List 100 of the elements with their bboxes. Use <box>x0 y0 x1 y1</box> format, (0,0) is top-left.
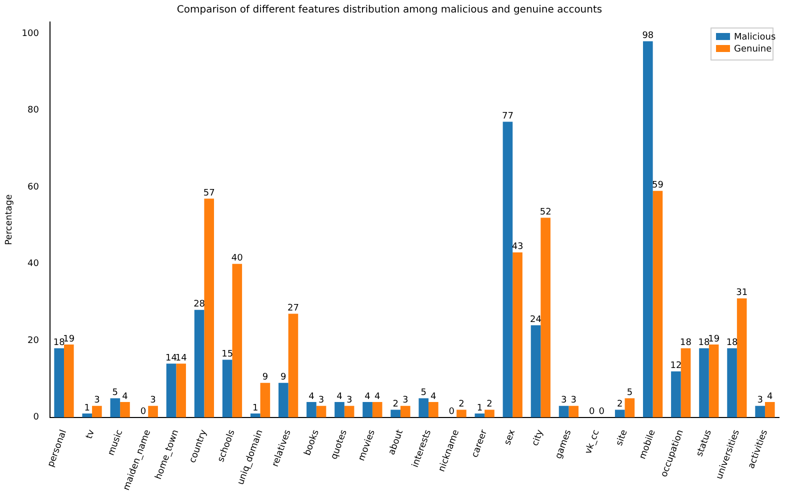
x-tick-label: career <box>470 428 490 460</box>
bar <box>418 398 429 418</box>
data-label: 4 <box>364 392 371 402</box>
data-label: 3 <box>402 396 408 406</box>
data-label: 12 <box>670 361 682 372</box>
y-tick-label: 0 <box>33 412 40 423</box>
x-tick-label: music <box>106 428 126 458</box>
data-label: 31 <box>736 288 748 298</box>
bar <box>614 410 625 418</box>
x-tick-label: games <box>554 428 574 460</box>
data-label: 3 <box>570 396 576 406</box>
x-tick-label: mobile <box>638 428 658 461</box>
x-tick-label: books <box>302 428 322 458</box>
data-label: 1 <box>84 403 90 414</box>
data-label: 3 <box>560 396 567 406</box>
bar <box>306 402 316 418</box>
bar <box>652 190 663 418</box>
bar <box>204 198 214 418</box>
data-label: 3 <box>757 396 763 406</box>
data-label: 19 <box>63 334 75 344</box>
data-label: 9 <box>280 372 287 383</box>
data-label: 0 <box>448 407 455 418</box>
data-label: 0 <box>598 407 605 418</box>
bar <box>624 398 635 418</box>
x-tick-label: quotes <box>330 428 350 461</box>
bar <box>222 360 232 418</box>
data-label: 4 <box>122 392 128 402</box>
bar <box>736 298 747 418</box>
bar <box>540 218 550 418</box>
x-tick-label: movies <box>357 428 378 462</box>
x-tick-label: tv <box>84 428 98 440</box>
data-label: 52 <box>540 208 552 218</box>
data-label: 0 <box>588 407 595 418</box>
bar <box>260 382 270 418</box>
bar <box>708 344 719 418</box>
bar <box>727 348 737 418</box>
data-label: 2 <box>458 400 464 410</box>
bar <box>54 348 64 418</box>
y-tick-label: 80 <box>28 106 40 116</box>
bar <box>288 314 298 418</box>
y-tick-label: 40 <box>28 259 40 270</box>
data-label: 4 <box>308 392 315 402</box>
data-label: 2 <box>617 400 623 410</box>
data-label: 57 <box>203 188 215 198</box>
data-label: 40 <box>231 254 244 264</box>
x-tick-label: city <box>530 428 546 448</box>
bar <box>558 406 569 418</box>
data-label: 18 <box>680 338 692 348</box>
bar <box>568 406 579 418</box>
y-axis-title: Percentage <box>4 194 15 246</box>
data-label: 2 <box>486 400 492 410</box>
bar <box>400 406 410 418</box>
bar <box>764 402 775 418</box>
data-label: 77 <box>502 112 514 122</box>
bar <box>530 325 541 418</box>
data-label: 1 <box>476 403 483 414</box>
bar <box>484 410 494 418</box>
data-label: 4 <box>336 392 343 402</box>
bar <box>278 382 288 418</box>
data-label: 3 <box>94 396 100 406</box>
bar <box>699 348 709 418</box>
bar <box>372 402 382 418</box>
bar <box>92 406 102 418</box>
bar <box>643 41 653 418</box>
bar <box>334 402 344 418</box>
bar <box>82 414 92 418</box>
bar <box>64 344 74 418</box>
bar <box>390 410 400 418</box>
bar <box>512 252 522 418</box>
bar <box>362 402 372 418</box>
bar <box>148 406 158 418</box>
data-label: 4 <box>767 392 774 402</box>
y-tick-label: 60 <box>28 182 40 192</box>
data-label: 5 <box>112 388 118 398</box>
bar <box>110 398 120 418</box>
bar <box>232 264 242 418</box>
data-label: 27 <box>287 304 299 314</box>
x-tick-label: sex <box>502 428 518 447</box>
legend-label: Genuine <box>734 44 772 54</box>
bar <box>176 364 186 418</box>
data-label: 5 <box>420 388 426 398</box>
data-label: 14 <box>166 353 178 364</box>
data-label: 0 <box>140 407 146 418</box>
chart-title: Comparison of different features distribution among malicious and genuine accounts <box>176 4 602 16</box>
data-label: 5 <box>626 388 633 398</box>
data-label: 18 <box>53 338 66 348</box>
data-label: 3 <box>346 396 352 406</box>
data-label: 15 <box>222 350 234 360</box>
bar <box>671 371 681 418</box>
data-label: 3 <box>318 396 324 406</box>
data-label: 2 <box>392 400 398 410</box>
bar <box>120 402 130 418</box>
y-tick-label: 100 <box>22 28 40 39</box>
bar <box>316 406 326 418</box>
bar <box>250 414 260 418</box>
data-label: 9 <box>262 372 268 383</box>
data-label: 18 <box>698 338 710 348</box>
data-label: 3 <box>150 396 156 406</box>
bar <box>502 122 513 418</box>
bar <box>166 364 176 418</box>
